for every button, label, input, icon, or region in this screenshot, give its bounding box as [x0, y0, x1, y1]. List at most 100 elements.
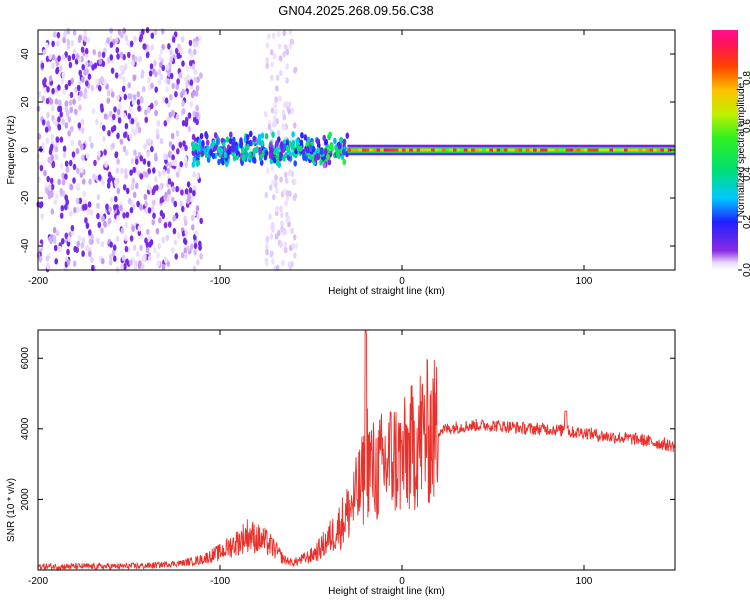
spectrogram-cell [165, 85, 169, 93]
spectrogram-cell [264, 150, 269, 157]
snr-x-ticks: -200 -100 0 100 [28, 330, 593, 587]
spectrogram-cell [55, 192, 59, 200]
spectrogram-cell [101, 258, 105, 265]
spectrogram-cell [77, 79, 82, 86]
spectrogram-cell [125, 211, 130, 218]
spectrogram-cell [283, 124, 287, 131]
spectrogram-cell [66, 28, 71, 35]
spectrogram-cell [169, 72, 174, 80]
spectrogram-cell [80, 143, 84, 151]
spectrogram-cell [284, 100, 289, 108]
spectrogram-cell [40, 62, 45, 69]
spectrogram-cell [51, 40, 55, 47]
spectrogram-cell [190, 243, 194, 250]
spectrogram-cell [147, 184, 151, 191]
spectrogram-cell [130, 183, 135, 191]
spectrogram-cell [133, 263, 138, 271]
spectrogram-cell [175, 83, 179, 90]
spectrogram-cell [169, 56, 173, 63]
spectrogram-cell [74, 58, 79, 65]
spectrogram-cell [50, 208, 55, 215]
spectrogram-cell [99, 121, 103, 129]
spectrogram-band-cell [511, 148, 515, 152]
spectrogram-band-cell [423, 148, 428, 152]
spectrogram-cell [323, 148, 328, 155]
spectrogram-cell [106, 182, 111, 189]
spectrogram-cell [103, 79, 107, 86]
spectrogram-cell [129, 40, 134, 47]
spectrogram-cell [195, 230, 199, 237]
snr-y-ticks: 2000 4000 6000 [20, 347, 675, 511]
spectrogram-x-ticks: -200 -100 0 100 [28, 30, 593, 287]
spectrogram-cell [166, 167, 171, 175]
spectrogram-cell [59, 136, 64, 143]
spectrogram-cell [184, 229, 189, 236]
spectrogram-band-cell [653, 148, 657, 152]
spectrogram-cell [46, 111, 50, 119]
spectrogram-cell [179, 91, 184, 99]
spectrogram-cell [155, 128, 160, 135]
spectrogram-band-cell [522, 148, 526, 152]
spectrogram-cell [195, 205, 200, 212]
spectrogram-cell [327, 159, 332, 166]
spectrogram-band-cell [598, 148, 603, 152]
spectrogram-cell [90, 238, 94, 245]
spectrogram-cell [195, 111, 199, 119]
spectrogram-cell [269, 184, 273, 191]
spectrogram-cell [184, 116, 189, 124]
spectrogram-cell [232, 136, 236, 143]
snr-series-line [37, 329, 676, 572]
spectrogram-cell [132, 74, 136, 82]
spectrogram-cell [271, 178, 275, 186]
spectrogram-cell [174, 91, 178, 98]
spectrogram-cell [97, 174, 102, 181]
spectrogram-cell [96, 212, 100, 220]
spectrogram-cell [51, 161, 55, 169]
spectrogram-cell [57, 116, 61, 123]
spectrogram-cell [136, 121, 140, 129]
spectrogram-cell [88, 229, 92, 236]
spectrogram-cell [264, 133, 269, 140]
spectrogram-cell [197, 138, 202, 146]
spectrogram-cell [183, 237, 187, 245]
spectrogram-band-cell [358, 148, 362, 152]
spectrogram-cell [283, 188, 287, 195]
spectrogram-cell [333, 137, 337, 145]
spectrogram-cell [157, 242, 162, 250]
spectrogram-cell [169, 49, 173, 56]
spectrogram-cell [75, 197, 80, 205]
spectrogram-cell [278, 95, 282, 102]
spectrogram-cell [145, 246, 150, 254]
spectrogram-cell [251, 156, 256, 163]
spectrogram-cell [175, 185, 179, 193]
spectrogram-cell [84, 47, 89, 55]
spectrogram-cell [108, 259, 113, 266]
spectrogram-cell [287, 108, 292, 115]
colorbar-tick-label: 0.2 [742, 215, 750, 229]
spectrogram-cell [172, 227, 177, 235]
spectrogram-cell [122, 184, 127, 191]
spectrogram-cell [98, 85, 102, 92]
spectrogram-cell [157, 170, 162, 177]
spectrogram-cell [83, 87, 88, 95]
spectrogram-cell [240, 159, 244, 166]
spectrogram-cell [113, 255, 117, 262]
spectrogram-cell [137, 105, 141, 112]
spectrogram-cell [265, 57, 270, 64]
spectrogram-band-cell [489, 148, 493, 152]
spectrogram-cell [272, 32, 276, 40]
spectrogram-cell [66, 248, 70, 256]
spectrogram-cell [205, 139, 210, 146]
spectrogram-cell [76, 182, 81, 190]
spectrogram-cell [199, 72, 203, 79]
spectrogram-cell [114, 178, 118, 186]
spectrogram-band-cell [554, 148, 559, 152]
spectrogram-cell [134, 55, 138, 63]
spectrogram-cell [72, 98, 76, 105]
spectrogram-band-cell [442, 148, 446, 152]
spectrogram-cell [146, 151, 150, 158]
spectrogram-cell [191, 161, 196, 168]
snr-plot-area [38, 330, 675, 570]
spectrogram-cell [270, 147, 274, 154]
